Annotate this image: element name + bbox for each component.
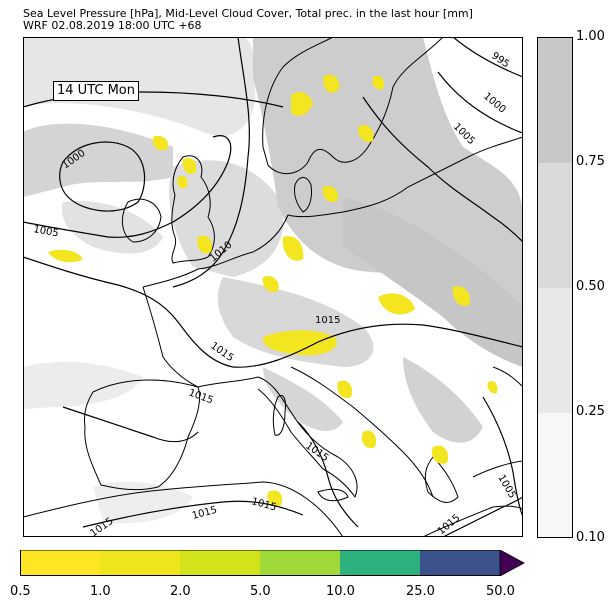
map-panel: 1010 995 1000 1000 1005 1005 1010 1015 1…: [23, 37, 523, 537]
precip-colorbar-segment-4: [340, 550, 420, 576]
precip-tick-5-0: 5.0: [250, 584, 271, 599]
precip-colorbar-outline: [20, 550, 500, 576]
precip-tick-1-0: 1.0: [90, 584, 111, 599]
precip-colorbar-extend-arrow: [499, 550, 525, 576]
precip-colorbar-segment-5: [420, 550, 500, 576]
isobars: [23, 37, 523, 537]
map-canvas: 1010 995 1000 1000 1005 1005 1010 1015 1…: [23, 37, 523, 537]
precip-tick-2-0: 2.0: [170, 584, 191, 599]
run-subtitle: WRF 02.08.2019 18:00 UTC +68: [23, 19, 202, 32]
isobar-label-1015-alps: 1015: [315, 315, 340, 326]
cloud-colorbar-segment-0: [538, 413, 572, 537]
precip-tick-0-5: 0.5: [10, 584, 31, 599]
cloud-colorbar-segment-1: [538, 288, 572, 413]
chart-title: Sea Level Pressure [hPa], Mid-Level Clou…: [23, 7, 473, 20]
precip-colorbar-segment-2: [180, 550, 260, 576]
precipitation-layer: [48, 74, 498, 507]
precip-colorbar-segment-0: [20, 550, 100, 576]
cloud-tick-0-50: 0.50: [576, 279, 605, 294]
precip-tick-10-0: 10.0: [326, 584, 355, 599]
cloud-tick-1-00: 1.00: [576, 29, 605, 44]
precip-colorbar-segment-3: [260, 550, 340, 576]
precipitation-colorbar: [20, 550, 525, 576]
cloud-cover-colorbar: [537, 37, 573, 538]
map-border: [23, 37, 523, 537]
valid-time-label: 14 UTC Mon: [53, 81, 139, 101]
precip-tick-50-0: 50.0: [486, 584, 515, 599]
cloud-tick-0-75: 0.75: [576, 154, 605, 169]
cloud-tick-0-10: 0.10: [576, 530, 605, 545]
cloud-colorbar-segment-3: [538, 38, 572, 163]
precip-tick-25-0: 25.0: [406, 584, 435, 599]
isobar-label-1005-west: 1005: [32, 224, 59, 239]
precip-colorbar-segment-1: [100, 550, 180, 576]
cloud-colorbar-segment-2: [538, 163, 572, 288]
cloud-tick-0-25: 0.25: [576, 404, 605, 419]
coastlines: [23, 37, 523, 537]
